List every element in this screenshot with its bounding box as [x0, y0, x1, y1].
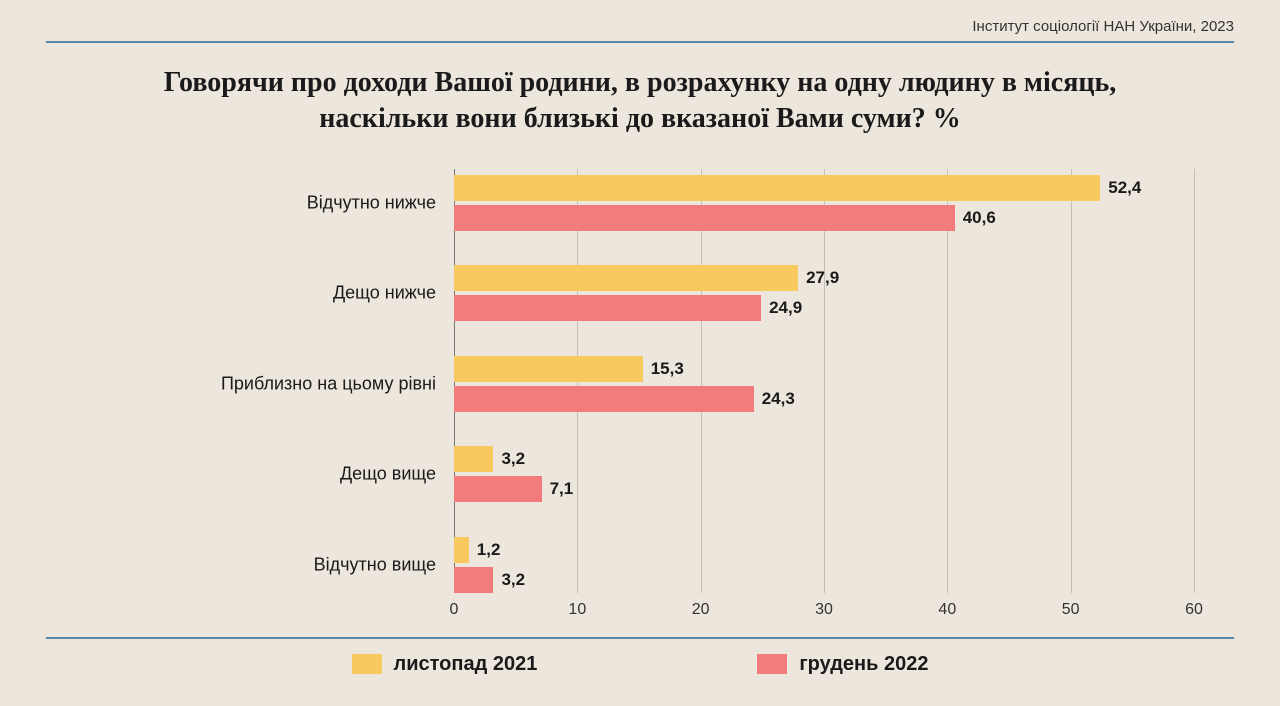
legend-swatch-b	[757, 654, 787, 674]
legend-label-a: листопад 2021	[394, 653, 538, 676]
bar-value-label: 1,2	[469, 540, 501, 560]
x-tick-label: 60	[1185, 601, 1203, 619]
bar-value-label: 7,1	[542, 479, 574, 499]
bar-value-label: 24,3	[754, 389, 795, 409]
bar-value-label: 40,6	[955, 208, 996, 228]
bar: 27,9	[454, 265, 798, 291]
top-divider	[46, 41, 1234, 43]
legend: листопад 2021 грудень 2022	[46, 653, 1234, 676]
bar: 24,9	[454, 295, 761, 321]
bar-value-label: 27,9	[798, 268, 839, 288]
bar-group: Приблизно на цьому рівні15,324,3	[454, 356, 1194, 412]
category-label: Дещо вище	[340, 464, 454, 485]
legend-label-b: грудень 2022	[799, 653, 928, 676]
bar-value-label: 3,2	[493, 570, 525, 590]
bar-group: Відчутно вище1,23,2	[454, 537, 1194, 593]
bar: 7,1	[454, 476, 542, 502]
bar: 15,3	[454, 356, 643, 382]
legend-item-b: грудень 2022	[757, 653, 928, 676]
category-label: Дещо нижче	[333, 283, 454, 304]
bar-value-label: 52,4	[1100, 178, 1141, 198]
x-tick-label: 20	[692, 601, 710, 619]
x-tick-label: 30	[815, 601, 833, 619]
bar-group: Відчутно нижче52,440,6	[454, 175, 1194, 231]
x-tick-label: 0	[450, 601, 459, 619]
bar-group: Дещо нижче27,924,9	[454, 265, 1194, 321]
bar-value-label: 15,3	[643, 359, 684, 379]
bar: 52,4	[454, 175, 1100, 201]
category-label: Відчутно вище	[314, 554, 454, 575]
bottom-divider	[46, 637, 1234, 639]
grid-line	[1194, 169, 1195, 593]
page: Інститут соціології НАН України, 2023 Го…	[0, 0, 1280, 706]
category-label: Відчутно нижче	[307, 192, 454, 213]
x-tick-label: 10	[568, 601, 586, 619]
bar: 1,2	[454, 537, 469, 563]
category-label: Приблизно на цьому рівні	[221, 373, 454, 394]
chart: 0102030405060Відчутно нижче52,440,6Дещо …	[206, 169, 1194, 629]
bar-group: Дещо вище3,27,1	[454, 446, 1194, 502]
source-attribution: Інститут соціології НАН України, 2023	[46, 18, 1234, 35]
bar-value-label: 3,2	[493, 449, 525, 469]
bar-value-label: 24,9	[761, 298, 802, 318]
bar: 3,2	[454, 567, 493, 593]
bar: 3,2	[454, 446, 493, 472]
legend-item-a: листопад 2021	[352, 653, 538, 676]
bar: 24,3	[454, 386, 754, 412]
plot-area: 0102030405060Відчутно нижче52,440,6Дещо …	[454, 169, 1194, 593]
x-tick-label: 40	[938, 601, 956, 619]
chart-title: Говорячи про доходи Вашої родини, в розр…	[110, 65, 1170, 137]
bar: 40,6	[454, 205, 955, 231]
x-tick-label: 50	[1062, 601, 1080, 619]
legend-swatch-a	[352, 654, 382, 674]
